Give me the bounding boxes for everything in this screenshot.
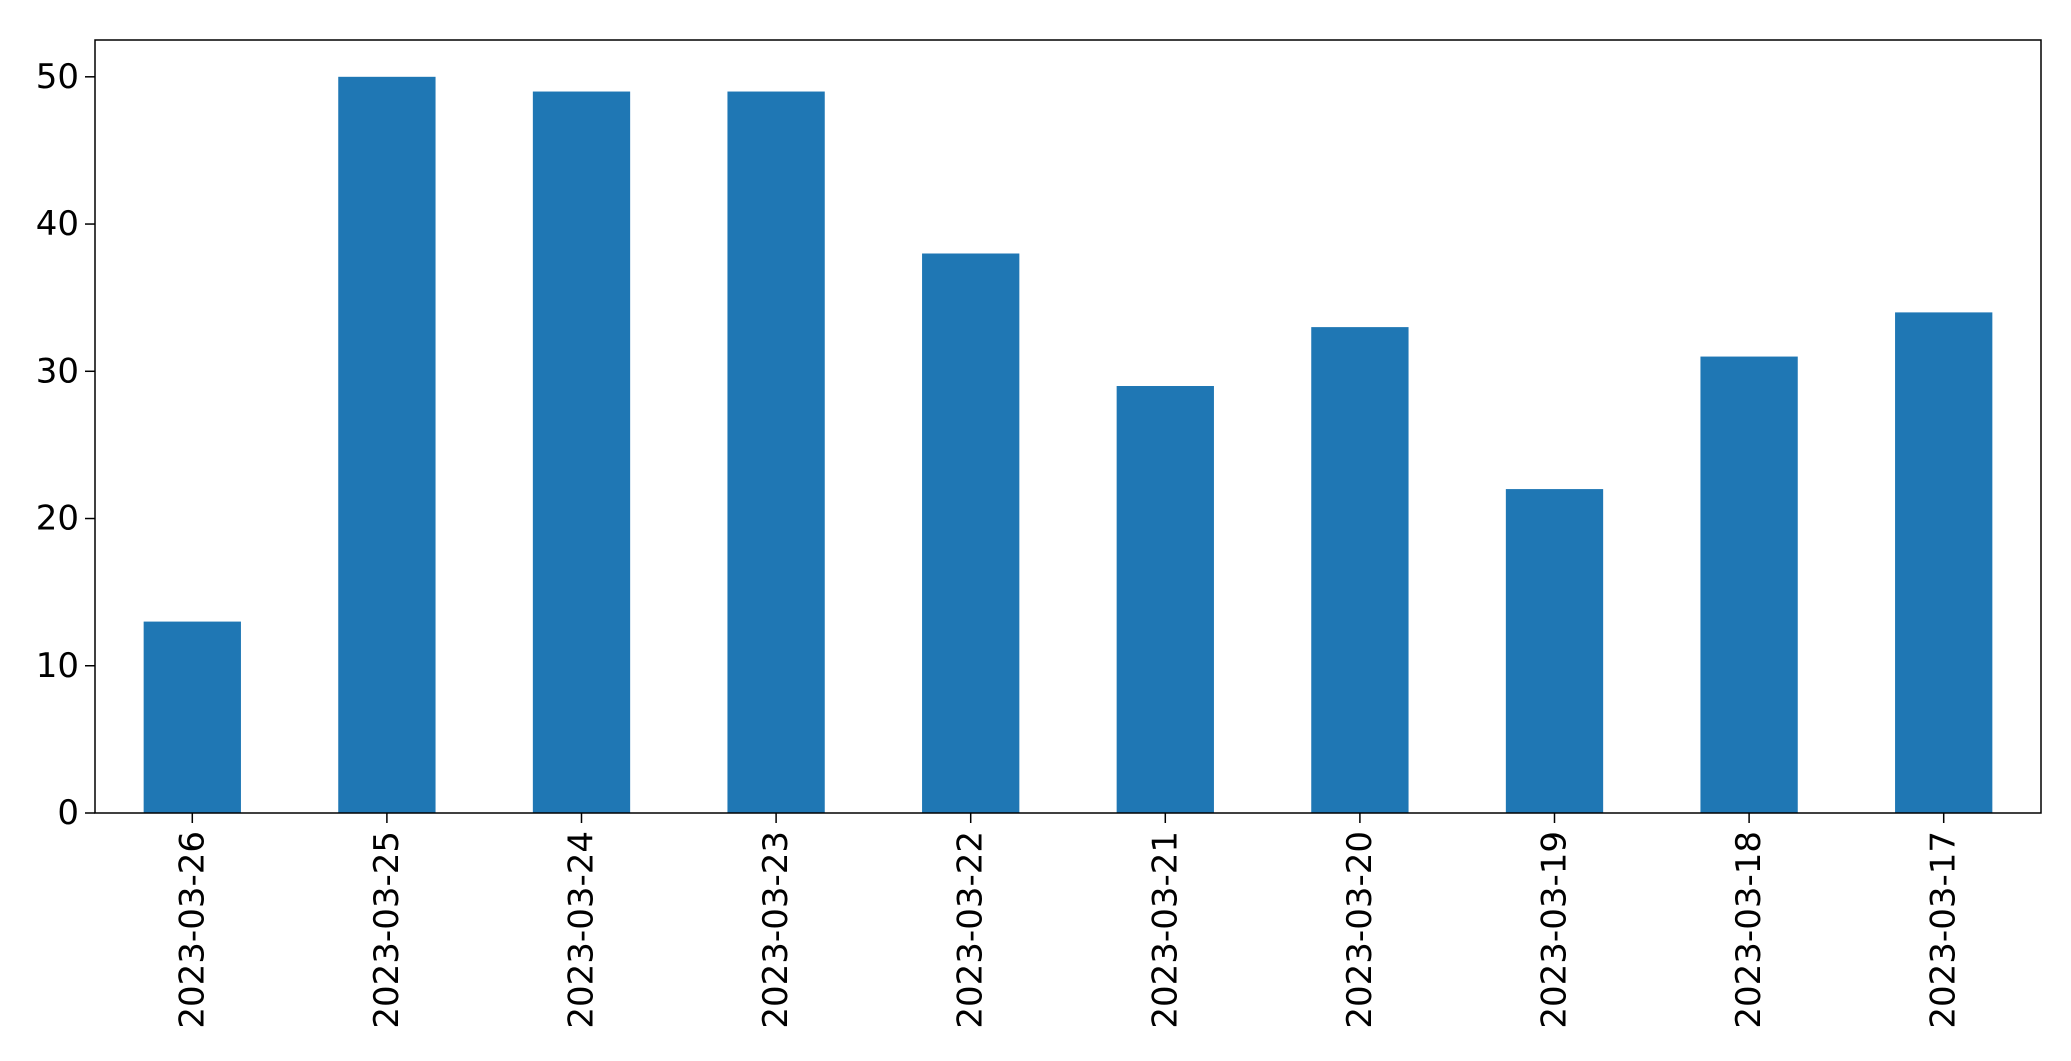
y-tick-label: 10 bbox=[36, 646, 79, 686]
x-tick-label: 2023-03-19 bbox=[1535, 831, 1575, 1029]
y-tick-label: 30 bbox=[36, 351, 79, 391]
y-tick-label: 50 bbox=[36, 57, 79, 97]
x-axis: 2023-03-26 2023-03-25 2023-03-24 2023-03-23… bbox=[172, 813, 1964, 1029]
x-tick-label: 2023-03-17 bbox=[1924, 831, 1964, 1029]
plot-frame bbox=[94, 39, 2042, 814]
y-axis: 0 10 20 30 40 50 bbox=[36, 57, 95, 833]
x-tick-label: 2023-03-21 bbox=[1145, 831, 1185, 1029]
bar-2023-03-26 bbox=[143, 621, 241, 813]
x-tick-label: 2023-03-18 bbox=[1729, 831, 1769, 1029]
bars-group bbox=[143, 76, 1993, 814]
bar-2023-03-18 bbox=[1700, 356, 1798, 813]
bar-2023-03-24 bbox=[532, 91, 631, 814]
x-tick-label: 2023-03-22 bbox=[951, 831, 991, 1029]
x-tick-label: 2023-03-26 bbox=[172, 831, 212, 1029]
x-tick-label: 2023-03-24 bbox=[562, 831, 602, 1029]
bar-2023-03-20 bbox=[1311, 327, 1409, 813]
bar-2023-03-25 bbox=[338, 76, 436, 814]
y-tick-label: 0 bbox=[57, 793, 79, 833]
y-tick-label: 20 bbox=[36, 499, 79, 539]
bar-2023-03-21 bbox=[1116, 386, 1214, 813]
x-tick-label: 2023-03-23 bbox=[756, 831, 796, 1029]
bar-2023-03-19 bbox=[1505, 489, 1604, 813]
bar-2023-03-23 bbox=[727, 91, 825, 814]
y-tick-label: 40 bbox=[36, 204, 79, 244]
x-tick-label: 2023-03-25 bbox=[367, 831, 407, 1029]
bar-2023-03-17 bbox=[1895, 312, 1993, 813]
x-tick-label: 2023-03-20 bbox=[1340, 831, 1380, 1029]
bar-2023-03-22 bbox=[922, 253, 1020, 813]
